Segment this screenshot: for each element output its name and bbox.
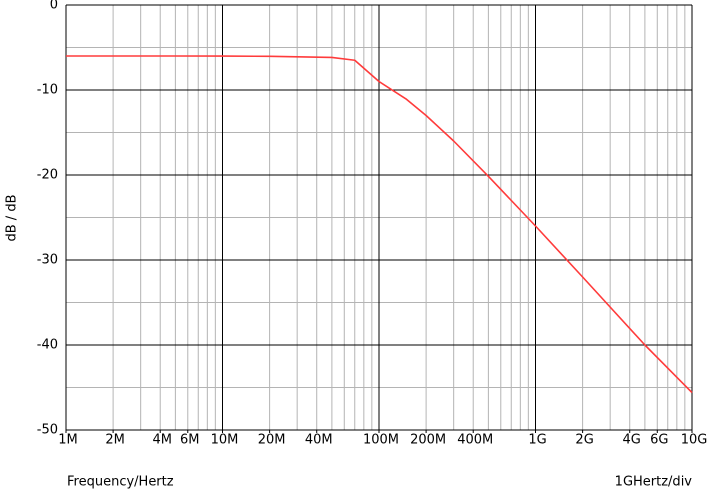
y-tick-label: -10 xyxy=(37,83,58,98)
x-tick-label: 10M xyxy=(211,433,239,448)
x-tick-label: 2G xyxy=(575,433,593,448)
x-tick-label: 400M xyxy=(457,433,493,448)
y-tick-label: -20 xyxy=(37,168,58,183)
y-tick-label: 0 xyxy=(50,0,58,13)
data-line xyxy=(66,55,693,394)
x-tick-label: 40M xyxy=(305,433,333,448)
x-tick-label: 4G xyxy=(623,433,641,448)
x-tick-label: 10G xyxy=(681,433,707,448)
x-tick-label: 200M xyxy=(410,433,446,448)
x-tick-label: 20M xyxy=(258,433,286,448)
x-tick-label: 4M xyxy=(152,433,172,448)
x-tick-label: 6M xyxy=(180,433,200,448)
y-axis-label: dB / dB xyxy=(5,195,20,242)
x-axis-label: Frequency/Hertz xyxy=(67,475,174,490)
y-tick-label: -40 xyxy=(37,338,58,353)
annotation: 1GHertz/div xyxy=(615,475,693,490)
x-tick-label: 2M xyxy=(105,433,125,448)
x-tick-label: 6G xyxy=(650,433,668,448)
y-tick-label: -30 xyxy=(37,253,58,268)
x-tick-label: 1M xyxy=(58,433,78,448)
x-tick-label: 100M xyxy=(363,433,399,448)
y-tick-label: -50 xyxy=(37,423,58,438)
x-tick-label: 1G xyxy=(528,433,546,448)
